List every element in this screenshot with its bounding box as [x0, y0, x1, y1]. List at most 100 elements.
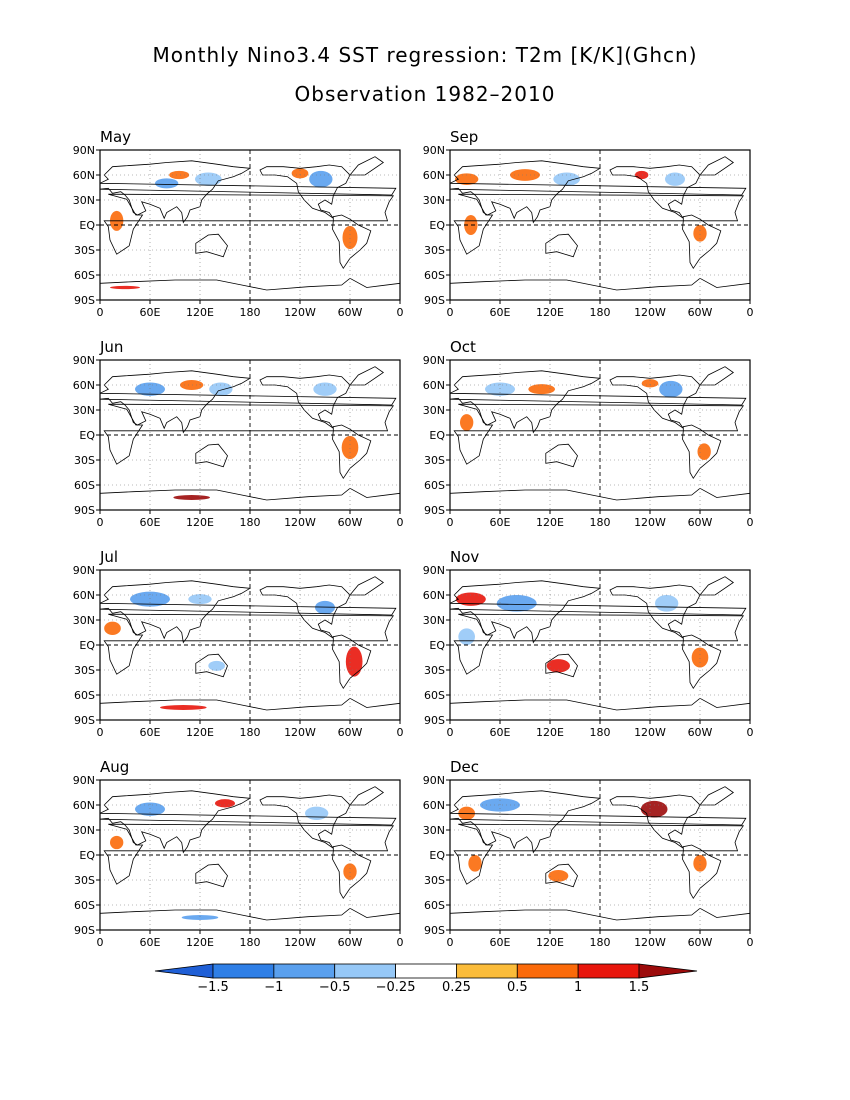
lat-tick-nov: EQ: [429, 639, 445, 652]
coastline-jun-2: [195, 443, 228, 468]
lat-tick-sep: 90N: [423, 144, 445, 157]
anomaly-blob-aug-3: [343, 863, 357, 881]
lon-tick-aug: 60W: [338, 936, 363, 949]
lon-tick-may: 120E: [186, 306, 214, 319]
figure-subtitle: Observation 1982–2010: [295, 82, 556, 106]
lon-tick-oct: 120W: [634, 516, 666, 529]
coastline-may-6: [100, 277, 400, 300]
lon-tick-oct: 0: [447, 516, 454, 529]
coastline-aug-3: [259, 794, 351, 849]
coastline-may-3: [259, 164, 351, 219]
lon-tick-dec: 120W: [634, 936, 666, 949]
lon-tick-sep: 60W: [688, 306, 713, 319]
lat-tick-may: 30S: [74, 244, 95, 257]
colorbar-label: 1.5: [629, 980, 650, 995]
coastline-oct-6: [450, 487, 750, 510]
colorbar: −1.5 −1 −0.5 −0.25 0.25 0.5 1 1.5: [154, 963, 698, 995]
lon-tick-dec: 60W: [688, 936, 713, 949]
lat-tick-jul: 60N: [73, 589, 95, 602]
panel-title-oct: Oct: [450, 338, 476, 356]
coastline-jul-2: [195, 653, 228, 678]
lat-tick-nov: 30N: [423, 614, 445, 627]
coastline-may-4: [332, 214, 372, 270]
coastline-aug-1: [103, 823, 395, 885]
lat-tick-jul: 30S: [74, 664, 95, 677]
anomaly-blob-nov-5: [458, 628, 475, 646]
coastline-oct-2: [545, 443, 578, 468]
anomaly-blob-jul-1: [188, 594, 212, 605]
lon-tick-aug: 120E: [186, 936, 214, 949]
coastline-sep-6: [450, 277, 750, 300]
lon-tick-sep: 120W: [634, 306, 666, 319]
anomaly-blob-jul-6: [160, 705, 207, 710]
lon-tick-nov: 120W: [634, 726, 666, 739]
lon-tick-oct: 180: [590, 516, 611, 529]
lat-tick-jun: 30S: [74, 454, 95, 467]
coastline-may-5: [349, 156, 385, 176]
lat-tick-may: 60N: [73, 169, 95, 182]
lon-tick-dec: 0: [747, 936, 754, 949]
lon-tick-may: 60W: [338, 306, 363, 319]
coastline-jun-1: [103, 403, 395, 465]
colorbar-segment: [516, 963, 579, 979]
anomaly-blob-may-6: [342, 225, 358, 250]
anomaly-blob-aug-0: [135, 802, 165, 816]
coastline-jun-6: [100, 487, 400, 510]
anomaly-blob-nov-2: [546, 659, 570, 673]
lat-tick-nov: 90S: [424, 714, 445, 727]
anomaly-blob-may-1: [169, 170, 190, 180]
coastline-nov-2: [545, 653, 578, 678]
anomaly-blob-aug-1: [215, 799, 235, 808]
colorbar-segment: [456, 963, 518, 979]
lat-tick-jun: 60S: [74, 479, 95, 492]
lat-tick-aug: 30S: [74, 874, 95, 887]
lon-tick-nov: 0: [447, 726, 454, 739]
coastline-aug-0: [100, 790, 397, 854]
lat-tick-sep: 30S: [424, 244, 445, 257]
coastline-sep-5: [699, 156, 735, 176]
lon-tick-sep: 0: [447, 306, 454, 319]
coastline-jun-5: [349, 366, 385, 386]
panel-title-jun: Jun: [99, 338, 123, 356]
lon-tick-jun: 0: [397, 516, 404, 529]
coastline-dec-1: [453, 823, 745, 885]
lat-tick-jul: 60S: [74, 689, 95, 702]
lon-tick-sep: 180: [590, 306, 611, 319]
lon-tick-aug: 120W: [284, 936, 316, 949]
lon-tick-nov: 60W: [688, 726, 713, 739]
anomaly-blob-sep-2: [553, 172, 581, 186]
lon-tick-aug: 180: [240, 936, 261, 949]
lon-tick-sep: 60E: [490, 306, 511, 319]
lat-tick-oct: 30N: [423, 404, 445, 417]
colorbar-segment: [212, 963, 275, 979]
anomaly-blob-oct-1: [528, 384, 556, 395]
lon-tick-dec: 180: [590, 936, 611, 949]
anomaly-blob-oct-4: [460, 414, 474, 431]
coastline-may-0: [100, 160, 397, 224]
lon-tick-oct: 120E: [536, 516, 564, 529]
anomaly-blob-sep-5: [693, 225, 707, 242]
lat-tick-dec: 90S: [424, 924, 445, 937]
colorbar-segment: [273, 963, 336, 979]
colorbar-label: 0.5: [507, 980, 528, 995]
panel-title-sep: Sep: [450, 128, 478, 146]
anomaly-blob-jul-5: [208, 660, 226, 671]
coastline-nov-5: [699, 576, 735, 596]
coastline-dec-2: [545, 863, 578, 888]
lon-tick-aug: 60E: [140, 936, 161, 949]
anomaly-blob-dec-2: [640, 800, 668, 818]
lon-tick-jun: 180: [240, 516, 261, 529]
lon-tick-nov: 120E: [536, 726, 564, 739]
lat-tick-oct: EQ: [429, 429, 445, 442]
lon-tick-jun: 60E: [140, 516, 161, 529]
coastline-oct-3: [609, 374, 701, 429]
lon-tick-nov: 180: [590, 726, 611, 739]
lat-tick-may: 30N: [73, 194, 95, 207]
lon-tick-jun: 120W: [284, 516, 316, 529]
